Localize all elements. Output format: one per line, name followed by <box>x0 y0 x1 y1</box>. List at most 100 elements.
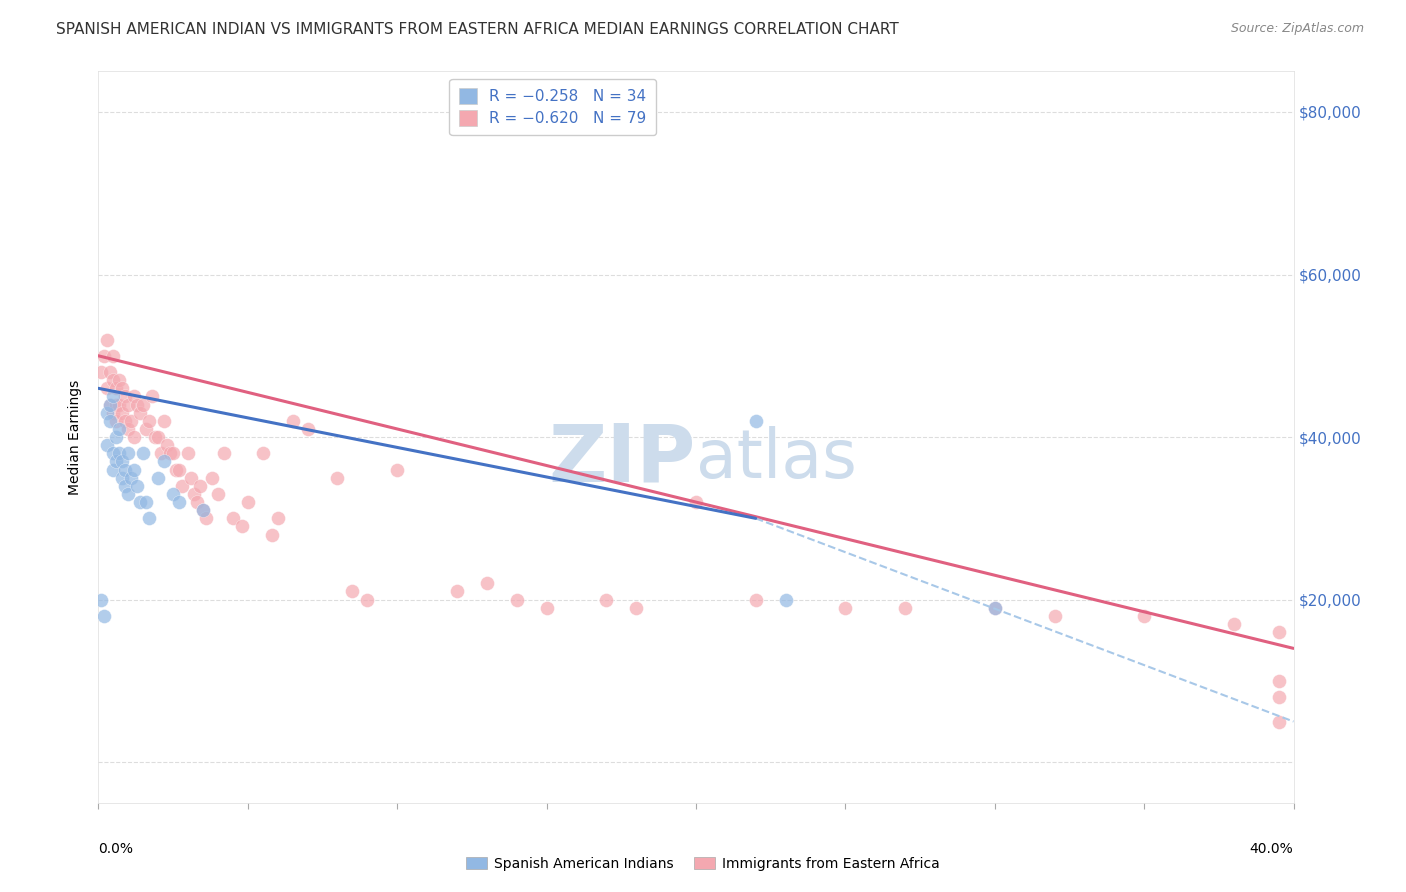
Point <box>105 398 128 412</box>
Point <box>103 406 125 420</box>
Point <box>127 398 149 412</box>
Point <box>103 373 125 387</box>
Point <box>138 414 160 428</box>
Point <box>745 592 768 607</box>
Point <box>236 495 259 509</box>
Point <box>745 414 768 428</box>
Point <box>1267 673 1289 688</box>
Point <box>93 608 115 623</box>
Point <box>96 438 118 452</box>
Point <box>165 462 187 476</box>
Point <box>894 600 917 615</box>
Point <box>984 600 1007 615</box>
Point <box>183 487 205 501</box>
Point <box>212 446 235 460</box>
Point <box>1267 690 1289 705</box>
Point <box>98 365 122 379</box>
Point <box>111 454 134 468</box>
Point <box>267 511 290 525</box>
Point <box>1043 608 1066 623</box>
Point <box>103 389 125 403</box>
Point <box>186 495 208 509</box>
Point <box>120 471 142 485</box>
Point <box>132 446 155 460</box>
Point <box>103 349 125 363</box>
Point <box>252 446 274 460</box>
Point <box>231 519 253 533</box>
Point <box>446 584 468 599</box>
Point <box>153 454 176 468</box>
Point <box>117 422 139 436</box>
Point <box>111 381 134 395</box>
Point <box>98 414 122 428</box>
Point <box>105 414 128 428</box>
Point <box>180 471 202 485</box>
Point <box>1133 608 1156 623</box>
Point <box>103 446 125 460</box>
Point <box>506 592 529 607</box>
Point <box>156 438 179 452</box>
Point <box>124 430 146 444</box>
Point <box>150 446 173 460</box>
Point <box>984 600 1007 615</box>
Point <box>685 495 707 509</box>
Point <box>96 333 118 347</box>
Text: 0.0%: 0.0% <box>98 842 134 855</box>
Point <box>191 503 214 517</box>
Point <box>98 398 122 412</box>
Point <box>124 389 146 403</box>
Point <box>195 511 218 525</box>
Point <box>167 495 190 509</box>
Point <box>111 406 134 420</box>
Point <box>595 592 617 607</box>
Text: 40.0%: 40.0% <box>1250 842 1294 855</box>
Point <box>135 495 157 509</box>
Point <box>201 471 224 485</box>
Point <box>108 373 131 387</box>
Point <box>108 446 131 460</box>
Point <box>117 446 139 460</box>
Text: atlas: atlas <box>696 426 856 492</box>
Point <box>1267 714 1289 729</box>
Point <box>132 398 155 412</box>
Point <box>108 398 131 412</box>
Point <box>536 600 558 615</box>
Point <box>148 471 170 485</box>
Point <box>159 446 181 460</box>
Legend: R = −0.258   N = 34, R = −0.620   N = 79: R = −0.258 N = 34, R = −0.620 N = 79 <box>450 79 655 136</box>
Point <box>117 487 139 501</box>
Point <box>475 576 498 591</box>
Point <box>297 422 319 436</box>
Legend: Spanish American Indians, Immigrants from Eastern Africa: Spanish American Indians, Immigrants fro… <box>461 851 945 876</box>
Point <box>1223 617 1246 632</box>
Point <box>93 349 115 363</box>
Point <box>124 462 146 476</box>
Point <box>172 479 194 493</box>
Point <box>129 495 152 509</box>
Point <box>114 479 136 493</box>
Point <box>117 398 139 412</box>
Point <box>135 422 157 436</box>
Point <box>114 389 136 403</box>
Point <box>105 381 128 395</box>
Point <box>148 430 170 444</box>
Point <box>90 592 112 607</box>
Point <box>105 430 128 444</box>
Point <box>143 430 166 444</box>
Point <box>120 414 142 428</box>
Point <box>342 584 364 599</box>
Point <box>138 511 160 525</box>
Point <box>167 462 190 476</box>
Point <box>90 365 112 379</box>
Point <box>191 503 214 517</box>
Point <box>162 487 184 501</box>
Point <box>1267 625 1289 640</box>
Point <box>141 389 163 403</box>
Point <box>385 462 409 476</box>
Point <box>834 600 856 615</box>
Point <box>153 414 176 428</box>
Point <box>356 592 378 607</box>
Point <box>114 462 136 476</box>
Point <box>162 446 184 460</box>
Point <box>105 454 128 468</box>
